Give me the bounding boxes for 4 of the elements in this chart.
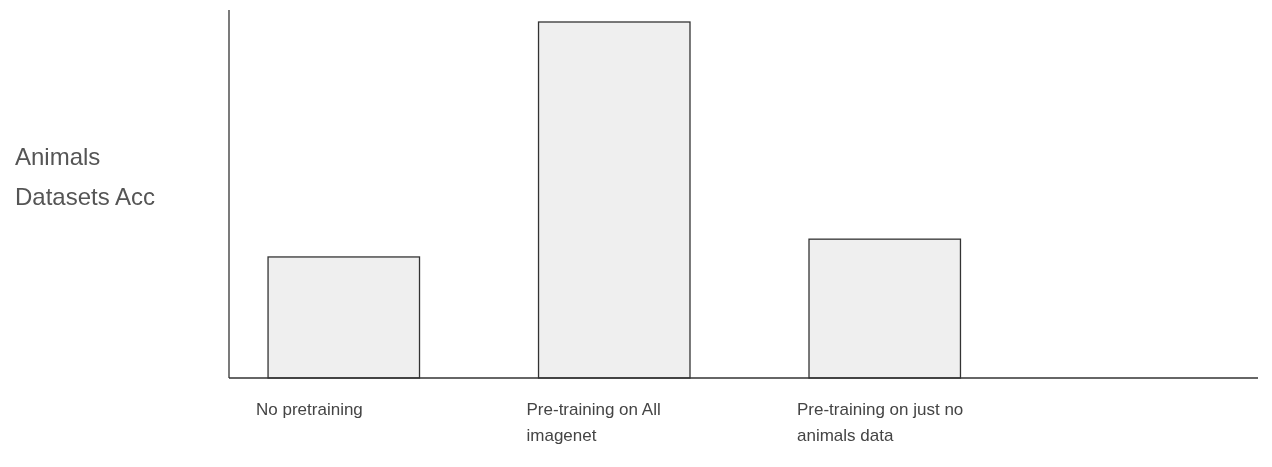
x-tick-label: No pretraining [256,400,363,419]
y-axis-title: Animals Datasets Acc [15,143,156,210]
x-tick-label: Pre-training on just no animals data [797,400,964,445]
x-tick-label: Pre-training on All imagenet [526,400,661,445]
